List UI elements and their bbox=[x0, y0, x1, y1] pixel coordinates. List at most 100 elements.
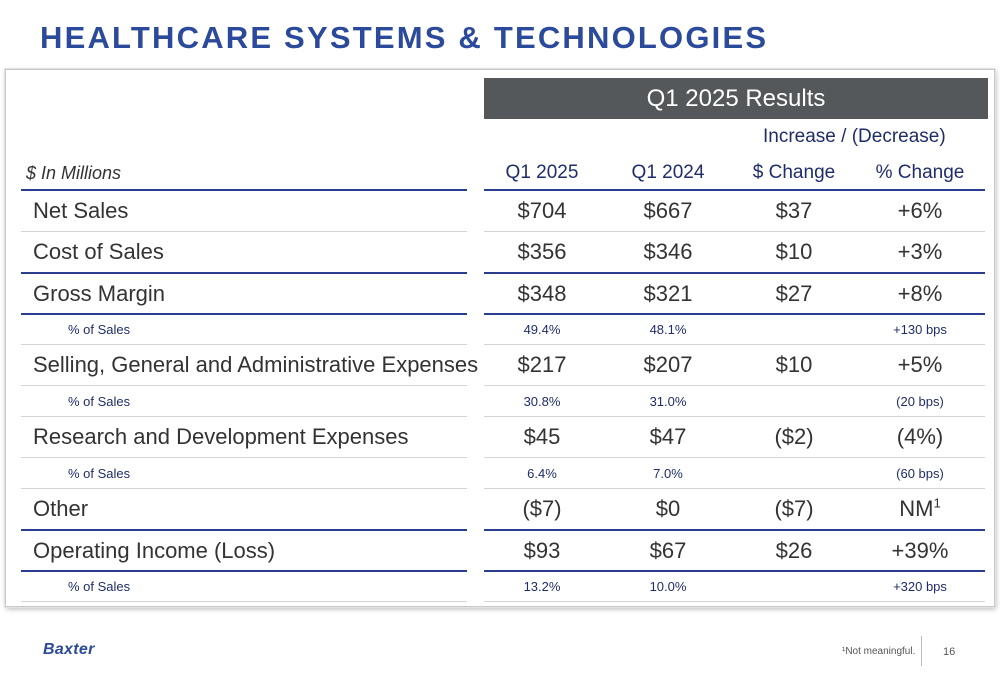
cell-percent-change: +5% bbox=[897, 352, 943, 377]
cell-percent-change: (4%) bbox=[896, 424, 944, 449]
cell-percent-change: NM1 bbox=[857, 489, 983, 529]
cell-dollar-change: ($7) bbox=[774, 496, 814, 521]
row-label: % of Sales bbox=[68, 394, 131, 409]
row-divider bbox=[484, 344, 985, 345]
table-row: % of Sales 13.2% 10.0% +320 bps bbox=[6, 571, 994, 602]
cell-q1-2024: $67 bbox=[649, 538, 687, 563]
table-row: Cost of Sales $356 $346 $10 +3% bbox=[6, 232, 994, 272]
row-divider bbox=[21, 601, 467, 602]
cell-q1-2025: 49.4% bbox=[523, 322, 561, 337]
header-divider bbox=[21, 189, 467, 191]
footnote-marker: 1 bbox=[933, 495, 941, 511]
cell-percent-change: +39% bbox=[891, 538, 949, 563]
cell-q1-2024: $47 bbox=[649, 424, 687, 449]
row-label: % of Sales bbox=[68, 579, 131, 594]
table-row: Other ($7) $0 ($7) NM1 bbox=[6, 489, 994, 529]
header-divider bbox=[484, 189, 985, 191]
page-title: HEALTHCARE SYSTEMS & TECHNOLOGIES bbox=[40, 20, 769, 55]
page-number: 16 bbox=[943, 646, 956, 658]
footnote: ¹Not meaningful. bbox=[842, 646, 916, 657]
row-divider bbox=[21, 272, 467, 274]
cell-q1-2025: $348 bbox=[517, 281, 567, 306]
cell-q1-2024: $0 bbox=[655, 496, 681, 521]
cell-q1-2025: $217 bbox=[517, 352, 567, 377]
row-divider bbox=[21, 529, 467, 531]
row-divider bbox=[484, 313, 985, 315]
cell-q1-2024: 10.0% bbox=[649, 579, 687, 594]
row-divider bbox=[21, 231, 467, 232]
column-header-dollar-change: $ Change bbox=[752, 162, 836, 183]
row-divider bbox=[21, 488, 467, 489]
cell-q1-2024: 31.0% bbox=[649, 394, 687, 409]
row-divider bbox=[484, 488, 985, 489]
cell-q1-2024: 48.1% bbox=[649, 322, 687, 337]
row-divider bbox=[21, 457, 467, 458]
row-divider bbox=[484, 272, 985, 274]
column-header-q1-2025: Q1 2025 bbox=[505, 162, 579, 183]
cell-q1-2025: 13.2% bbox=[523, 579, 561, 594]
row-divider bbox=[21, 313, 467, 315]
table-row: % of Sales 30.8% 31.0% (20 bps) bbox=[6, 386, 994, 417]
footer-divider bbox=[921, 636, 922, 666]
table-row: Net Sales $704 $667 $37 +6% bbox=[6, 191, 994, 231]
cell-percent-change: +320 bps bbox=[893, 579, 947, 594]
cell-q1-2025: $704 bbox=[517, 198, 567, 223]
row-label: % of Sales bbox=[68, 466, 131, 481]
column-header-q1-2024: Q1 2024 bbox=[631, 162, 705, 183]
row-divider bbox=[484, 385, 985, 386]
cell-q1-2024: $321 bbox=[643, 281, 693, 306]
row-label: Cost of Sales bbox=[33, 239, 164, 264]
row-divider bbox=[484, 416, 985, 417]
table-row: Operating Income (Loss) $93 $67 $26 +39% bbox=[6, 531, 994, 571]
row-label: % of Sales bbox=[68, 322, 131, 337]
table-row: Selling, General and Administrative Expe… bbox=[6, 345, 994, 385]
row-divider bbox=[484, 231, 985, 232]
table-row: Gross Margin $348 $321 $27 +8% bbox=[6, 274, 994, 314]
cell-dollar-change: ($2) bbox=[774, 424, 814, 449]
cell-q1-2024: 7.0% bbox=[653, 466, 683, 481]
row-divider bbox=[21, 385, 467, 386]
cell-percent-change: (60 bps) bbox=[896, 466, 944, 481]
cell-dollar-change: $27 bbox=[775, 281, 813, 306]
units-label: $ In Millions bbox=[26, 163, 122, 183]
cell-dollar-change: $26 bbox=[775, 538, 813, 563]
change-group-header: Increase / (Decrease) bbox=[763, 126, 946, 147]
cell-percent-change: +130 bps bbox=[893, 322, 947, 337]
table-row: % of Sales 49.4% 48.1% +130 bps bbox=[6, 314, 994, 345]
row-divider bbox=[484, 457, 985, 458]
cell-q1-2024: $667 bbox=[643, 198, 693, 223]
row-label: Net Sales bbox=[33, 198, 129, 223]
baxter-logo: Baxter bbox=[43, 641, 95, 658]
table-row: Research and Development Expenses $45 $4… bbox=[6, 417, 994, 457]
column-header-percent-change: % Change bbox=[875, 162, 965, 183]
row-label: Selling, General and Administrative Expe… bbox=[33, 352, 479, 377]
row-divider bbox=[484, 529, 985, 531]
row-label: Research and Development Expenses bbox=[33, 424, 409, 449]
cell-percent-change: +3% bbox=[897, 239, 943, 264]
row-label: Other bbox=[33, 496, 89, 521]
cell-percent-change: +8% bbox=[897, 281, 943, 306]
cell-percent-change: (20 bps) bbox=[896, 394, 944, 409]
row-divider bbox=[484, 601, 985, 602]
row-divider bbox=[21, 570, 467, 572]
cell-q1-2025: $93 bbox=[523, 538, 561, 563]
row-divider bbox=[484, 570, 985, 572]
cell-percent-change-value: NM bbox=[899, 496, 934, 521]
results-header: Q1 2025 Results bbox=[484, 78, 988, 119]
cell-dollar-change: $37 bbox=[775, 198, 813, 223]
cell-dollar-change: $10 bbox=[775, 239, 813, 264]
cell-percent-change: +6% bbox=[897, 198, 943, 223]
row-divider bbox=[21, 416, 467, 417]
table-row: % of Sales 6.4% 7.0% (60 bps) bbox=[6, 458, 994, 489]
row-label: Gross Margin bbox=[33, 281, 166, 306]
cell-q1-2025: 30.8% bbox=[523, 394, 561, 409]
results-table-panel: Q1 2025 Results Increase / (Decrease) $ … bbox=[5, 69, 995, 607]
cell-q1-2025: ($7) bbox=[522, 496, 562, 521]
row-divider bbox=[21, 344, 467, 345]
row-label: Operating Income (Loss) bbox=[33, 538, 276, 563]
cell-q1-2025: 6.4% bbox=[527, 466, 557, 481]
cell-q1-2025: $45 bbox=[523, 424, 561, 449]
cell-q1-2025: $356 bbox=[517, 239, 567, 264]
cell-q1-2024: $346 bbox=[643, 239, 693, 264]
cell-dollar-change: $10 bbox=[775, 352, 813, 377]
